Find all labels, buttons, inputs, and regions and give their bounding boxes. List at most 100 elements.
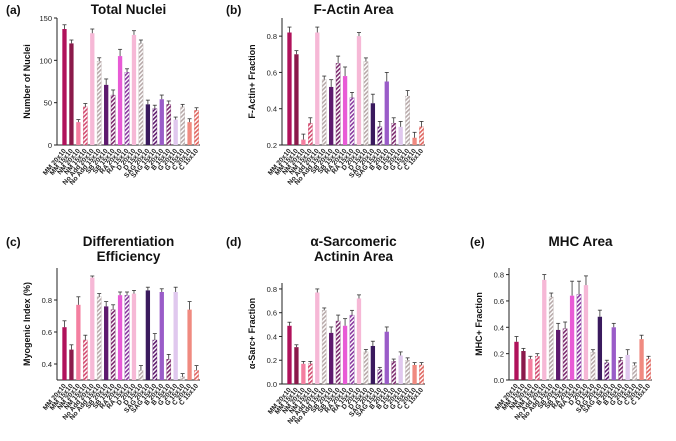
panel-label-c: (c) [6, 235, 21, 249]
bar-a-16 [173, 119, 178, 145]
bar-d-2 [301, 363, 306, 384]
bar-e-19 [646, 358, 651, 381]
bar-d-8 [342, 325, 348, 384]
y-tick-label-e: 0.8 [494, 271, 504, 280]
y-tick-label-d: 0.4 [267, 332, 277, 341]
y-axis-label-c: Myogenic Index (%) [22, 282, 32, 366]
bar-b-5 [321, 79, 327, 146]
bar-c-4 [90, 277, 95, 380]
y-tick-label-d: 0.0 [267, 380, 277, 389]
bar-a-8 [117, 56, 123, 145]
bar-d-11 [363, 351, 369, 385]
bar-b-4 [315, 32, 320, 146]
bar-c-1 [69, 349, 74, 380]
bar-e-17 [632, 365, 637, 381]
bar-a-6 [104, 84, 109, 145]
bar-a-1 [69, 43, 74, 145]
bar-c-11 [138, 370, 144, 381]
y-axis-label-d: α-Sarc+ Fraction [247, 298, 257, 369]
bar-e-3 [535, 356, 540, 381]
bar-c-8 [117, 295, 123, 380]
bar-c-9 [124, 295, 130, 381]
bar-d-9 [349, 314, 355, 385]
bar-e-1 [521, 351, 526, 380]
bar-d-0 [287, 325, 292, 384]
y-tick-label-c: 0.8 [42, 296, 52, 305]
panel-label-b: (b) [226, 3, 241, 17]
bar-a-12 [145, 104, 151, 145]
bar-b-19 [419, 126, 424, 146]
bar-a-10 [131, 34, 137, 145]
bar-d-12 [370, 345, 376, 384]
y-tick-label-e: 0.2 [494, 350, 504, 359]
bar-c-17 [180, 376, 185, 381]
bar-e-7 [562, 328, 568, 381]
bar-e-14 [611, 327, 616, 380]
bar-b-14 [384, 81, 389, 145]
chart-title-d: Actinin Area [314, 249, 394, 264]
bar-c-0 [62, 327, 67, 380]
y-tick-label-e: 0.6 [494, 297, 504, 306]
bar-a-18 [187, 122, 192, 145]
bar-d-1 [294, 347, 299, 384]
bar-e-2 [528, 358, 533, 380]
bar-b-18 [412, 137, 417, 145]
bar-c-7 [110, 309, 116, 381]
y-tick-label-a: 100 [39, 56, 52, 65]
bar-b-15 [391, 123, 397, 146]
bar-b-2 [301, 139, 306, 145]
chart-title-a: Total Nuclei [91, 2, 167, 17]
bar-d-16 [398, 355, 403, 384]
y-tick-label-b: 0.2 [267, 141, 277, 150]
bar-d-13 [377, 369, 383, 385]
y-tick-label-d: 0.6 [267, 309, 277, 318]
bar-e-11 [590, 352, 596, 381]
bar-d-14 [384, 331, 389, 384]
bar-e-12 [597, 316, 603, 380]
bar-a-2 [76, 122, 81, 145]
bar-c-2 [76, 304, 81, 380]
bar-e-18 [639, 339, 644, 380]
bar-b-0 [287, 32, 292, 146]
y-tick-label-a: 50 [44, 99, 52, 108]
bar-c-10 [131, 293, 137, 380]
bar-a-17 [180, 106, 185, 146]
chart-title-e: MHC Area [548, 234, 613, 249]
y-tick-label-c: 0.4 [42, 360, 52, 369]
bar-e-6 [556, 329, 561, 380]
chart-title-b: F-Actin Area [314, 2, 394, 17]
y-tick-label-b: 0.4 [267, 105, 277, 114]
panel-label-a: (a) [6, 3, 21, 17]
bar-c-15 [166, 359, 172, 381]
bar-b-11 [363, 61, 369, 146]
bar-e-9 [576, 294, 582, 381]
y-tick-label-a: 0 [48, 141, 52, 150]
panel-label-d: (d) [226, 235, 241, 249]
bar-e-4 [542, 279, 547, 380]
bar-a-5 [96, 61, 102, 146]
bar-b-17 [405, 95, 410, 146]
bar-c-14 [159, 292, 164, 380]
bar-a-3 [83, 106, 88, 146]
bar-d-5 [321, 310, 327, 385]
bar-a-15 [166, 104, 172, 146]
bar-c-3 [83, 339, 88, 381]
bar-e-15 [618, 360, 624, 381]
y-tick-label-e: 0.4 [494, 323, 504, 332]
bar-b-13 [377, 126, 383, 146]
y-tick-label-b: 0.8 [267, 32, 277, 41]
y-axis-label-a: Number of Nuclei [22, 44, 32, 119]
bar-a-0 [62, 29, 67, 145]
y-tick-label-d: 0.2 [267, 356, 277, 365]
bar-b-10 [356, 36, 362, 146]
bar-c-19 [194, 370, 199, 381]
bar-c-16 [173, 292, 178, 380]
chart-title-d: α-Sarcomeric [310, 234, 397, 249]
bar-d-7 [335, 320, 341, 385]
bar-d-4 [315, 292, 320, 384]
bar-d-15 [391, 361, 397, 385]
